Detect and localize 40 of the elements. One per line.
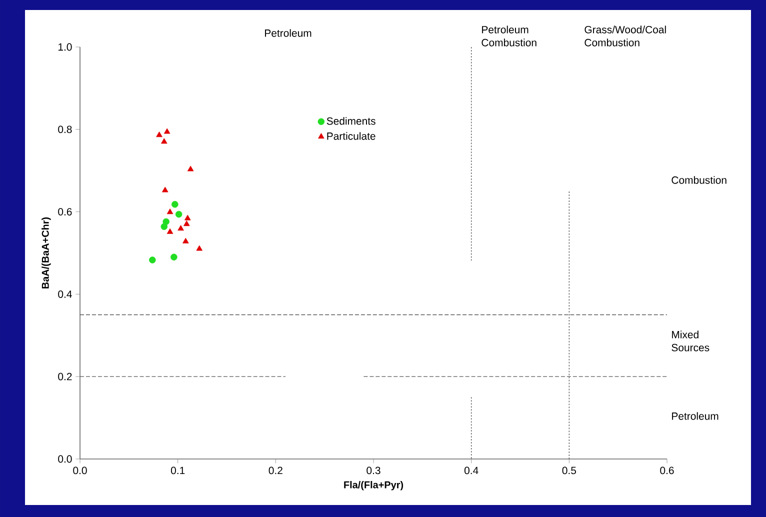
y-tick-label: 0.0	[58, 455, 72, 463]
x-tick-label: 0.4	[464, 466, 478, 474]
point	[175, 210, 182, 218]
point	[196, 245, 202, 251]
point	[172, 200, 178, 208]
point	[184, 220, 190, 226]
point	[178, 225, 184, 231]
point	[166, 228, 174, 234]
x-axis-title: Fla/(Fla+Pyr)	[344, 481, 404, 490]
text: Petroleum	[672, 412, 718, 420]
x-tick-label: 0.0	[73, 466, 87, 474]
x-tick-label: 0.2	[268, 466, 282, 474]
y-tick-label: 1.0	[58, 43, 72, 51]
point	[160, 223, 168, 230]
text: Mixed Sources	[672, 330, 710, 352]
text: Grass/Wood/Coal Combustion	[584, 26, 666, 46]
point	[184, 214, 191, 220]
point	[166, 208, 174, 214]
point	[187, 166, 194, 172]
x-tick-label: 0.3	[366, 466, 380, 474]
text: Combustion	[672, 176, 726, 184]
x-tick-label: 0.1	[170, 466, 185, 474]
point	[162, 186, 168, 192]
y-tick-label: 0.6	[58, 208, 72, 216]
x-tick-label: 0.5	[562, 466, 576, 474]
y-tick-label: 0.8	[58, 126, 72, 134]
point	[164, 128, 170, 134]
point	[161, 138, 168, 144]
y-tick-label: 0.2	[58, 372, 72, 380]
x-tick-label: 0.6	[660, 466, 674, 474]
text: Petroleum	[265, 29, 312, 37]
legend-label: Sediments	[326, 117, 376, 125]
point	[149, 256, 156, 264]
point	[170, 254, 178, 260]
text: Petroleum Combustion	[482, 26, 536, 46]
point	[156, 132, 162, 138]
y-axis-title: BaA/(BaA+Chr)	[42, 217, 51, 288]
legend-label: Particulate	[327, 132, 376, 140]
y-tick-label: 0.4	[58, 290, 72, 298]
point	[182, 238, 189, 244]
